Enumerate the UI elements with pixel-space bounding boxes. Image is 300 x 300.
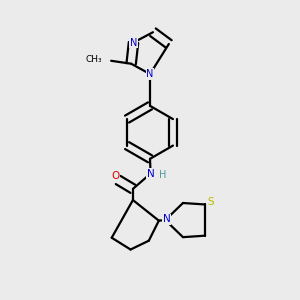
Text: CH₃: CH₃ [86, 55, 102, 64]
Text: H: H [159, 170, 166, 180]
Text: O: O [111, 172, 119, 182]
Text: S: S [208, 196, 214, 206]
Text: N: N [163, 214, 170, 224]
Text: N: N [147, 169, 154, 178]
Text: N: N [130, 38, 137, 47]
Text: N: N [146, 69, 154, 79]
